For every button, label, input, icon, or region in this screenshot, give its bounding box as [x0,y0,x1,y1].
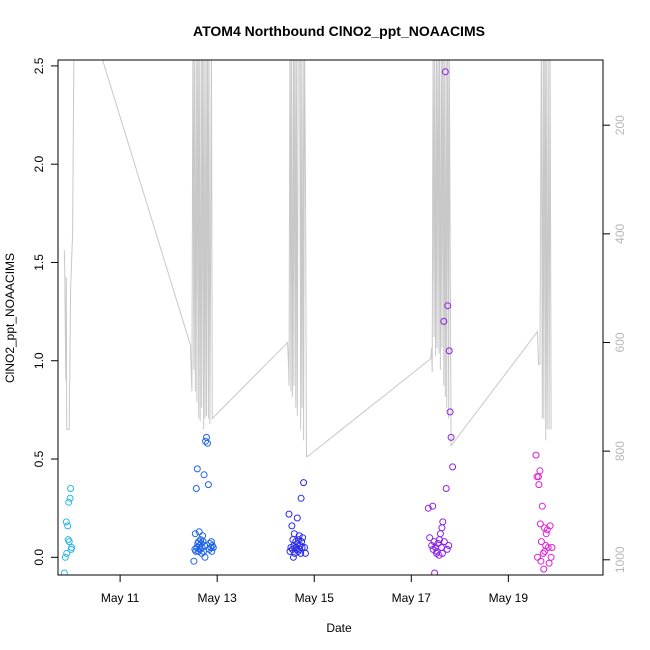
y-tick-label: 0.0 [32,549,46,566]
data-point [192,547,200,555]
data-point [65,538,73,546]
data-point [534,553,541,561]
data-point [298,544,306,551]
data-point [193,465,201,473]
data-point [431,569,439,575]
data-point [447,433,455,441]
plot-content [60,60,556,575]
data-point [436,530,444,538]
data-point [547,553,555,561]
data-point [546,522,554,530]
data-point [68,544,76,551]
data-point [195,528,203,536]
x-tick-label: May 17 [392,591,432,605]
data-point [197,540,205,547]
data-point [204,481,212,489]
data-point [288,522,296,530]
data-point [438,549,446,557]
y2-tick-label: 800 [613,441,627,461]
data-point [63,549,71,557]
data-point [445,542,453,549]
y-axis-label: ClNO2_ppt_NOAACIMS [3,253,17,383]
data-point [435,551,443,559]
data-point [540,565,548,573]
data-point [548,544,556,551]
y-tick-label: 2.0 [32,156,46,173]
data-point [296,542,304,549]
y2-tick-label: 200 [613,115,627,135]
chart-title: ATOM4 Northbound ClNO2_ppt_NOAACIMS [193,23,485,39]
data-point [449,463,457,471]
data-point [429,502,437,510]
y-tick-label: 2.5 [32,57,46,74]
data-point [64,522,72,530]
plot-frame [57,59,604,576]
data-point [285,510,293,518]
data-point [202,437,209,445]
data-point [440,538,448,546]
data-point [190,557,198,565]
x-tick-label: May 11 [101,591,140,605]
data-point [65,498,73,506]
data-point [424,504,432,512]
y-tick-label: 0.5 [32,450,46,467]
data-point [191,530,199,538]
pressure-line [63,60,552,458]
axes: May 11 May 13 May 15 May 17 May 19 0.0 0.5 1.0 1… [32,57,627,605]
data-point [297,494,305,502]
data-point [539,549,547,557]
data-point [62,518,70,526]
data-point [438,524,446,532]
data-point [445,347,453,355]
plot-area [60,60,556,575]
data-point [295,532,303,540]
data-point [441,68,449,76]
data-point [209,544,217,551]
data-point [192,485,200,492]
data-point [289,553,297,561]
y-tick-label: 1.5 [32,254,46,271]
data-point [544,544,552,551]
y2-tick-label: 400 [613,224,627,244]
data-point [439,518,447,526]
data-point [536,467,544,475]
data-point [442,485,450,492]
data-point [437,544,445,551]
data-point [434,540,442,547]
data-point [293,514,301,522]
data-point [545,559,553,567]
data-point [538,502,546,510]
data-point [440,317,448,325]
x-tick-label: May 19 [489,591,529,605]
data-point [537,557,545,565]
data-point [201,553,209,561]
data-point [446,408,454,416]
x-axis-label: Date [326,621,352,635]
data-point [299,534,307,542]
data-point [203,433,210,441]
data-point [532,451,540,459]
data-point [204,439,211,447]
x-tick-label: May 13 [198,591,238,605]
y2-tick-label: 600 [613,332,627,352]
data-point [537,538,545,546]
data-point [535,481,543,489]
data-point [536,520,544,528]
data-point [300,479,308,487]
data-point [444,302,452,310]
data-point [199,538,207,546]
data-point [200,471,208,479]
data-point [302,549,309,557]
y2-tick-label: 1000 [613,546,627,573]
y-tick-label: 1.0 [32,352,46,369]
x-tick-label: May 15 [295,591,335,605]
data-point [61,553,69,561]
data-point [67,485,75,492]
data-point [443,545,451,553]
data-point [542,530,550,538]
data-point [426,534,434,542]
data-point [60,569,68,575]
data-point [66,494,74,502]
